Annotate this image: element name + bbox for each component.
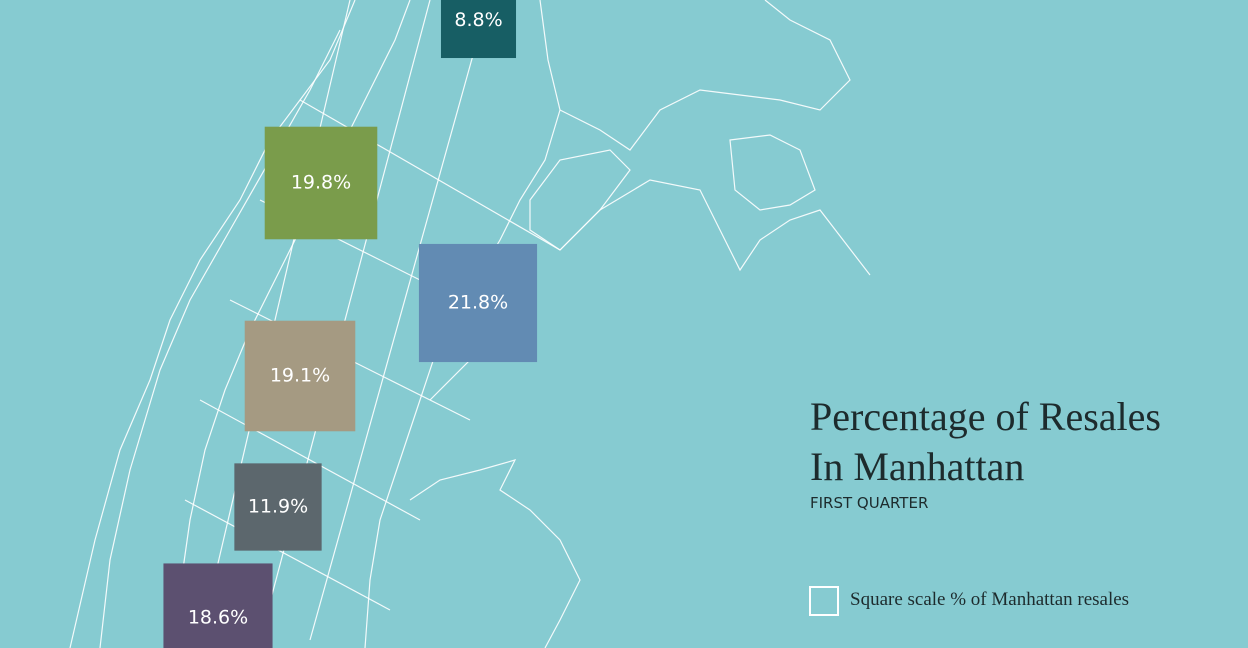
resale-square xyxy=(418,243,538,363)
value-label: 11.9% xyxy=(248,496,308,518)
subtitle: FIRST QUARTER xyxy=(810,494,928,512)
resale-square xyxy=(244,320,356,432)
resale-square xyxy=(163,563,273,648)
resale-square xyxy=(234,463,322,551)
value-label: 19.8% xyxy=(291,172,351,194)
value-label: 21.8% xyxy=(448,292,508,314)
value-label: 19.1% xyxy=(270,365,330,387)
value-label: 18.6% xyxy=(188,607,248,629)
legend-swatch xyxy=(809,586,839,616)
legend-label: Square scale % of Manhattan resales xyxy=(850,589,1129,610)
title-line: In Manhattan xyxy=(810,444,1024,489)
value-label: 8.8% xyxy=(454,9,502,31)
resale-square xyxy=(264,126,378,240)
title-line: Percentage of Resales xyxy=(810,394,1161,439)
resale-square xyxy=(440,0,517,59)
